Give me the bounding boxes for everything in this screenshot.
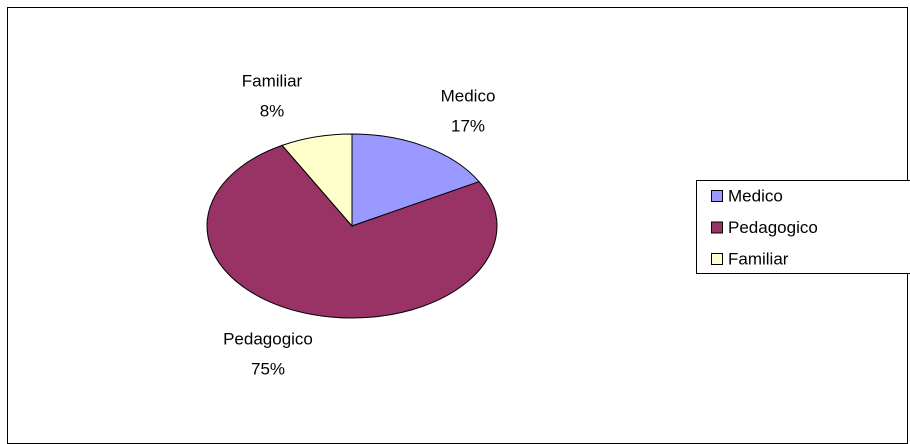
pie-slice bbox=[281, 133, 353, 228]
slice-label-name: Medico bbox=[441, 86, 496, 105]
pie-slice bbox=[351, 133, 480, 227]
legend: Medico Pedagogico Familiar bbox=[696, 180, 910, 274]
slice-label-name: Familiar bbox=[242, 71, 303, 90]
legend-box bbox=[696, 180, 910, 274]
legend-label: Pedagogico bbox=[728, 218, 818, 237]
slice-label-name: Pedagogico bbox=[223, 329, 313, 348]
legend-swatch bbox=[711, 253, 723, 265]
legend-label: Familiar bbox=[728, 249, 789, 268]
legend-swatch bbox=[711, 221, 723, 234]
legend-label: Medico bbox=[728, 186, 783, 205]
pie-slice bbox=[206, 144, 498, 319]
slice-label-value: 75% bbox=[251, 359, 285, 378]
slice-label-value: 8% bbox=[260, 101, 285, 120]
slice-label-value: 17% bbox=[451, 116, 485, 135]
legend-swatch bbox=[711, 190, 723, 202]
